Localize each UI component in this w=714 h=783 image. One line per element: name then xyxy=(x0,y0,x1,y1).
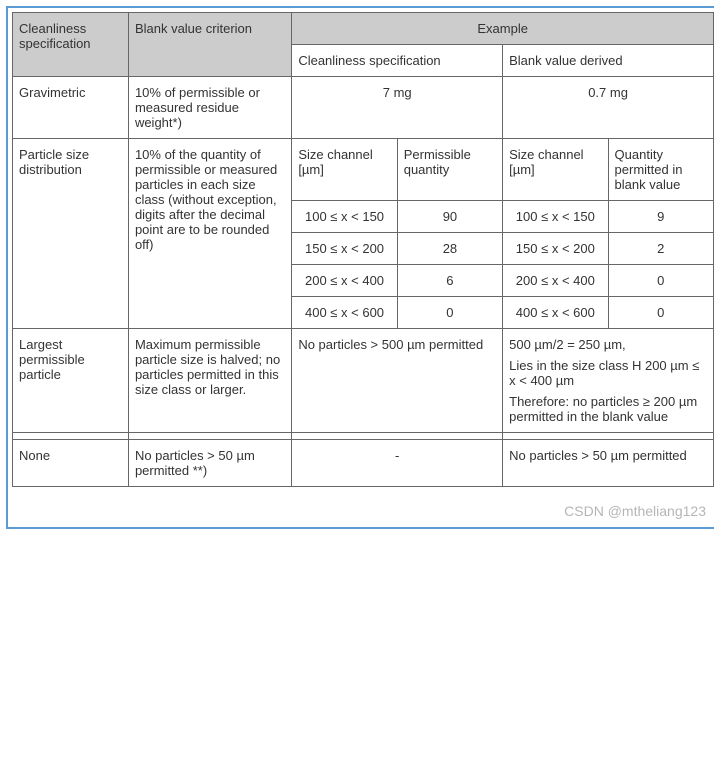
none-label: None xyxy=(13,440,129,487)
none-spec: - xyxy=(292,440,503,487)
psd-r4-qty: 0 xyxy=(397,297,502,329)
psd-r1-qty: 90 xyxy=(397,201,502,233)
psd-r1-size: 100 ≤ x < 150 xyxy=(292,201,397,233)
gravimetric-criterion: 10% of permissible or measured residue w… xyxy=(128,77,291,139)
gravimetric-spec: 7 mg xyxy=(292,77,503,139)
cleanliness-table: Cleanliness specification Blank value cr… xyxy=(12,12,714,487)
psd-r3-qty2: 0 xyxy=(608,265,713,297)
psd-r4-size2: 400 ≤ x < 600 xyxy=(503,297,608,329)
psd-head-size1: Size channel [µm] xyxy=(292,139,397,201)
largest-derived-line1: 500 µm/2 = 250 µm, xyxy=(509,337,707,352)
psd-r3-qty: 6 xyxy=(397,265,502,297)
document-frame: Cleanliness specification Blank value cr… xyxy=(6,6,714,529)
gravimetric-label: Gravimetric xyxy=(13,77,129,139)
psd-r1-size2: 100 ≤ x < 150 xyxy=(503,201,608,233)
psd-r1-qty2: 9 xyxy=(608,201,713,233)
psd-head-qty2: Quantity permitted in blank value xyxy=(608,139,713,201)
largest-label: Largest permissible particle xyxy=(13,329,129,433)
header-example: Example xyxy=(292,13,714,45)
psd-r3-size: 200 ≤ x < 400 xyxy=(292,265,397,297)
psd-r2-qty: 28 xyxy=(397,233,502,265)
watermark-text: CSDN @mtheliang123 xyxy=(564,503,706,519)
header-col1: Cleanliness specification xyxy=(13,13,129,77)
psd-r2-size2: 150 ≤ x < 200 xyxy=(503,233,608,265)
subheader-derived: Blank value derived xyxy=(503,45,714,77)
largest-derived-line3: Therefore: no particles ≥ 200 µm permitt… xyxy=(509,394,707,424)
none-criterion: No particles > 50 µm permitted **) xyxy=(128,440,291,487)
largest-spec: No particles > 500 µm permitted xyxy=(292,329,503,433)
psd-r4-size: 400 ≤ x < 600 xyxy=(292,297,397,329)
psd-r2-qty2: 2 xyxy=(608,233,713,265)
psd-r2-size: 150 ≤ x < 200 xyxy=(292,233,397,265)
largest-derived: 500 µm/2 = 250 µm, Lies in the size clas… xyxy=(503,329,714,433)
largest-derived-line2: Lies in the size class H 200 µm ≤ x < 40… xyxy=(509,358,707,388)
psd-r3-size2: 200 ≤ x < 400 xyxy=(503,265,608,297)
header-col2: Blank value criterion xyxy=(128,13,291,77)
psd-criterion: 10% of the quantity of permissible or me… xyxy=(128,139,291,329)
psd-label: Particle size distribution xyxy=(13,139,129,329)
psd-r4-qty2: 0 xyxy=(608,297,713,329)
gravimetric-derived: 0.7 mg xyxy=(503,77,714,139)
none-derived: No particles > 50 µm permitted xyxy=(503,440,714,487)
psd-head-size2: Size channel [µm] xyxy=(503,139,608,201)
psd-head-qty1: Permissible quantity xyxy=(397,139,502,201)
largest-criterion: Maximum permissible particle size is hal… xyxy=(128,329,291,433)
subheader-spec: Cleanliness specification xyxy=(292,45,503,77)
